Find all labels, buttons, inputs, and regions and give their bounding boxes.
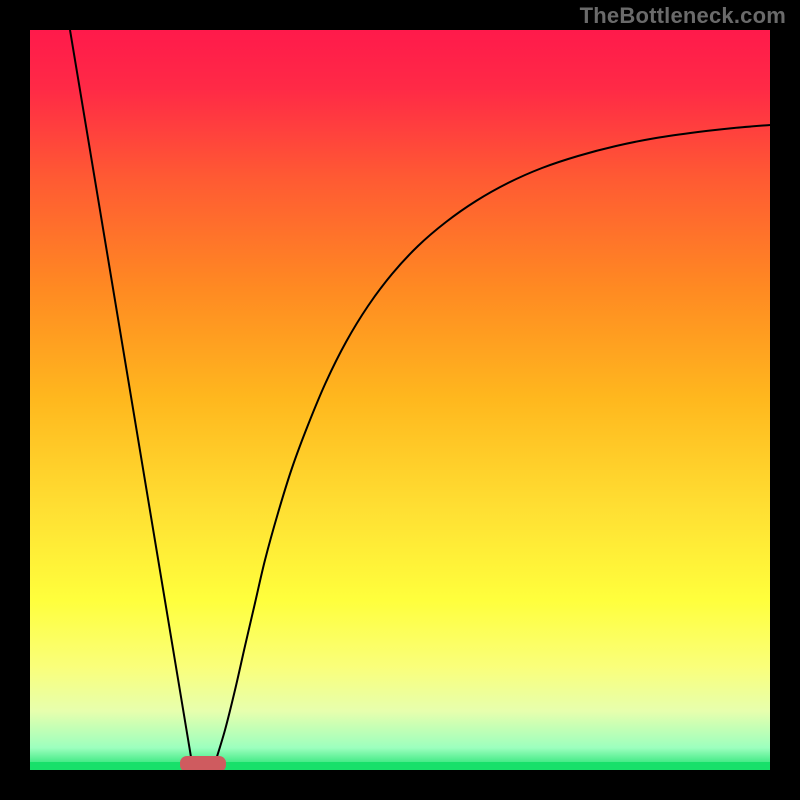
- gradient-background: [30, 30, 770, 770]
- watermark: TheBottleneck.com: [580, 3, 786, 29]
- chart-frame: TheBottleneck.com: [0, 0, 800, 800]
- optimum-marker: [180, 756, 226, 770]
- bottom-band: [30, 762, 770, 770]
- chart-svg: [30, 30, 770, 770]
- plot-area: [30, 30, 770, 770]
